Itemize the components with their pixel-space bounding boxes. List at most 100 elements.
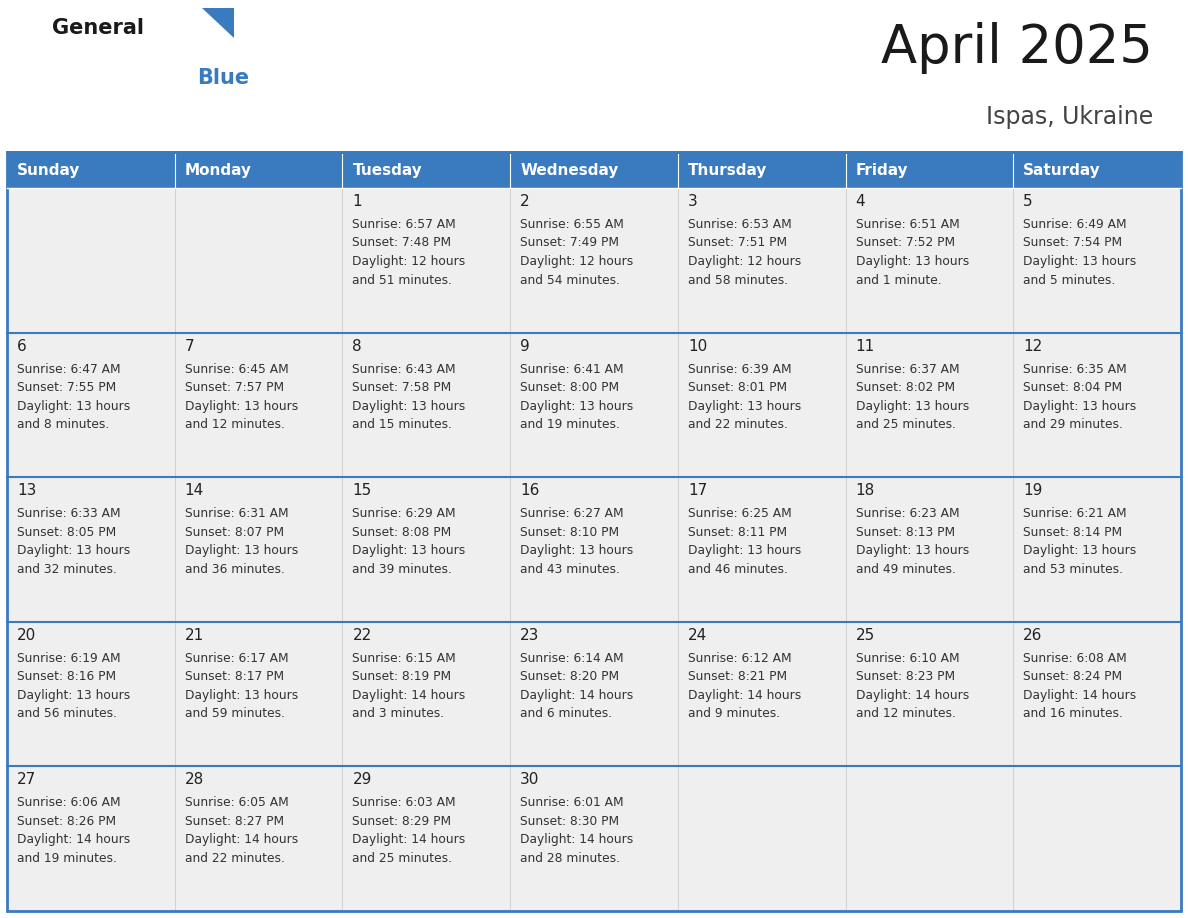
Text: and 16 minutes.: and 16 minutes. [1023, 707, 1123, 721]
Bar [510, 477, 678, 621]
Bar [678, 188, 846, 332]
Text: Sunset: 8:27 PM: Sunset: 8:27 PM [184, 815, 284, 828]
Text: 24: 24 [688, 628, 707, 643]
Text: 3: 3 [688, 194, 697, 209]
Text: and 54 minutes.: and 54 minutes. [520, 274, 620, 286]
Text: Thursday: Thursday [688, 162, 767, 177]
Text: 14: 14 [184, 483, 204, 498]
Text: and 9 minutes.: and 9 minutes. [688, 707, 781, 721]
Bar [175, 152, 342, 188]
Text: Daylight: 13 hours: Daylight: 13 hours [688, 544, 801, 557]
Bar [678, 152, 846, 188]
Text: 10: 10 [688, 339, 707, 353]
Text: Wednesday: Wednesday [520, 162, 619, 177]
Bar [510, 152, 678, 188]
Text: Daylight: 13 hours: Daylight: 13 hours [1023, 399, 1137, 412]
Text: Daylight: 14 hours: Daylight: 14 hours [520, 834, 633, 846]
Text: 1: 1 [353, 194, 362, 209]
Text: Daylight: 14 hours: Daylight: 14 hours [520, 688, 633, 701]
Text: 12: 12 [1023, 339, 1043, 353]
Text: Sunset: 8:19 PM: Sunset: 8:19 PM [353, 670, 451, 683]
Text: 15: 15 [353, 483, 372, 498]
Text: 11: 11 [855, 339, 874, 353]
Text: Daylight: 13 hours: Daylight: 13 hours [184, 544, 298, 557]
Text: Friday: Friday [855, 162, 908, 177]
Bar [678, 767, 846, 911]
Text: Daylight: 13 hours: Daylight: 13 hours [353, 544, 466, 557]
Text: and 56 minutes.: and 56 minutes. [17, 707, 116, 721]
Text: Sunset: 8:20 PM: Sunset: 8:20 PM [520, 670, 619, 683]
Text: Daylight: 13 hours: Daylight: 13 hours [520, 544, 633, 557]
Text: and 15 minutes.: and 15 minutes. [353, 418, 453, 431]
Text: and 12 minutes.: and 12 minutes. [184, 418, 285, 431]
Bar [342, 621, 510, 767]
Text: Sunrise: 6:49 AM: Sunrise: 6:49 AM [1023, 218, 1127, 231]
Text: Daylight: 14 hours: Daylight: 14 hours [17, 834, 131, 846]
Text: Sunrise: 6:10 AM: Sunrise: 6:10 AM [855, 652, 959, 665]
Text: and 51 minutes.: and 51 minutes. [353, 274, 453, 286]
Text: Daylight: 13 hours: Daylight: 13 hours [520, 399, 633, 412]
Text: 17: 17 [688, 483, 707, 498]
Text: 6: 6 [17, 339, 27, 353]
Text: Sunrise: 6:39 AM: Sunrise: 6:39 AM [688, 363, 791, 375]
Text: Ispas, Ukraine: Ispas, Ukraine [986, 105, 1154, 129]
Text: 23: 23 [520, 628, 539, 643]
Text: General: General [52, 18, 144, 38]
Text: 7: 7 [184, 339, 195, 353]
Bar [678, 332, 846, 477]
Text: Sunset: 8:04 PM: Sunset: 8:04 PM [1023, 381, 1123, 394]
Text: 20: 20 [17, 628, 37, 643]
Text: and 39 minutes.: and 39 minutes. [353, 563, 453, 576]
Bar [7, 767, 175, 911]
Text: Sunset: 8:16 PM: Sunset: 8:16 PM [17, 670, 116, 683]
Text: Sunset: 8:07 PM: Sunset: 8:07 PM [184, 526, 284, 539]
Text: Daylight: 13 hours: Daylight: 13 hours [688, 399, 801, 412]
Text: Sunrise: 6:47 AM: Sunrise: 6:47 AM [17, 363, 121, 375]
Text: Sunrise: 6:27 AM: Sunrise: 6:27 AM [520, 508, 624, 521]
Text: and 58 minutes.: and 58 minutes. [688, 274, 788, 286]
Bar [1013, 767, 1181, 911]
Bar [7, 152, 1181, 911]
Text: Sunrise: 6:25 AM: Sunrise: 6:25 AM [688, 508, 791, 521]
Text: Daylight: 14 hours: Daylight: 14 hours [184, 834, 298, 846]
Text: Daylight: 13 hours: Daylight: 13 hours [855, 544, 969, 557]
Text: and 3 minutes.: and 3 minutes. [353, 707, 444, 721]
Text: Daylight: 14 hours: Daylight: 14 hours [353, 834, 466, 846]
Text: Sunrise: 6:35 AM: Sunrise: 6:35 AM [1023, 363, 1127, 375]
Text: Sunset: 8:30 PM: Sunset: 8:30 PM [520, 815, 619, 828]
Text: and 5 minutes.: and 5 minutes. [1023, 274, 1116, 286]
Text: Sunrise: 6:05 AM: Sunrise: 6:05 AM [184, 797, 289, 810]
Text: Sunset: 7:54 PM: Sunset: 7:54 PM [1023, 237, 1123, 250]
Bar [510, 188, 678, 332]
Text: Sunset: 8:17 PM: Sunset: 8:17 PM [184, 670, 284, 683]
Bar [342, 767, 510, 911]
Bar [678, 477, 846, 621]
Text: Sunset: 8:11 PM: Sunset: 8:11 PM [688, 526, 786, 539]
Text: 19: 19 [1023, 483, 1043, 498]
Text: 2: 2 [520, 194, 530, 209]
Text: 29: 29 [353, 772, 372, 788]
Text: and 43 minutes.: and 43 minutes. [520, 563, 620, 576]
Text: Daylight: 13 hours: Daylight: 13 hours [17, 688, 131, 701]
Text: Daylight: 14 hours: Daylight: 14 hours [353, 688, 466, 701]
Text: Daylight: 13 hours: Daylight: 13 hours [353, 399, 466, 412]
Text: and 19 minutes.: and 19 minutes. [17, 852, 116, 865]
Bar [678, 621, 846, 767]
Text: Tuesday: Tuesday [353, 162, 422, 177]
Text: Sunset: 7:49 PM: Sunset: 7:49 PM [520, 237, 619, 250]
Text: Sunset: 8:01 PM: Sunset: 8:01 PM [688, 381, 786, 394]
Text: and 29 minutes.: and 29 minutes. [1023, 418, 1123, 431]
Bar [175, 332, 342, 477]
Text: 27: 27 [17, 772, 37, 788]
Text: 25: 25 [855, 628, 874, 643]
Text: Sunset: 8:13 PM: Sunset: 8:13 PM [855, 526, 955, 539]
Text: Sunrise: 6:57 AM: Sunrise: 6:57 AM [353, 218, 456, 231]
Text: 5: 5 [1023, 194, 1032, 209]
Bar [846, 332, 1013, 477]
Bar [7, 621, 175, 767]
Text: Sunrise: 6:17 AM: Sunrise: 6:17 AM [184, 652, 289, 665]
Bar [846, 621, 1013, 767]
Bar [342, 477, 510, 621]
Text: 21: 21 [184, 628, 204, 643]
Bar [510, 767, 678, 911]
